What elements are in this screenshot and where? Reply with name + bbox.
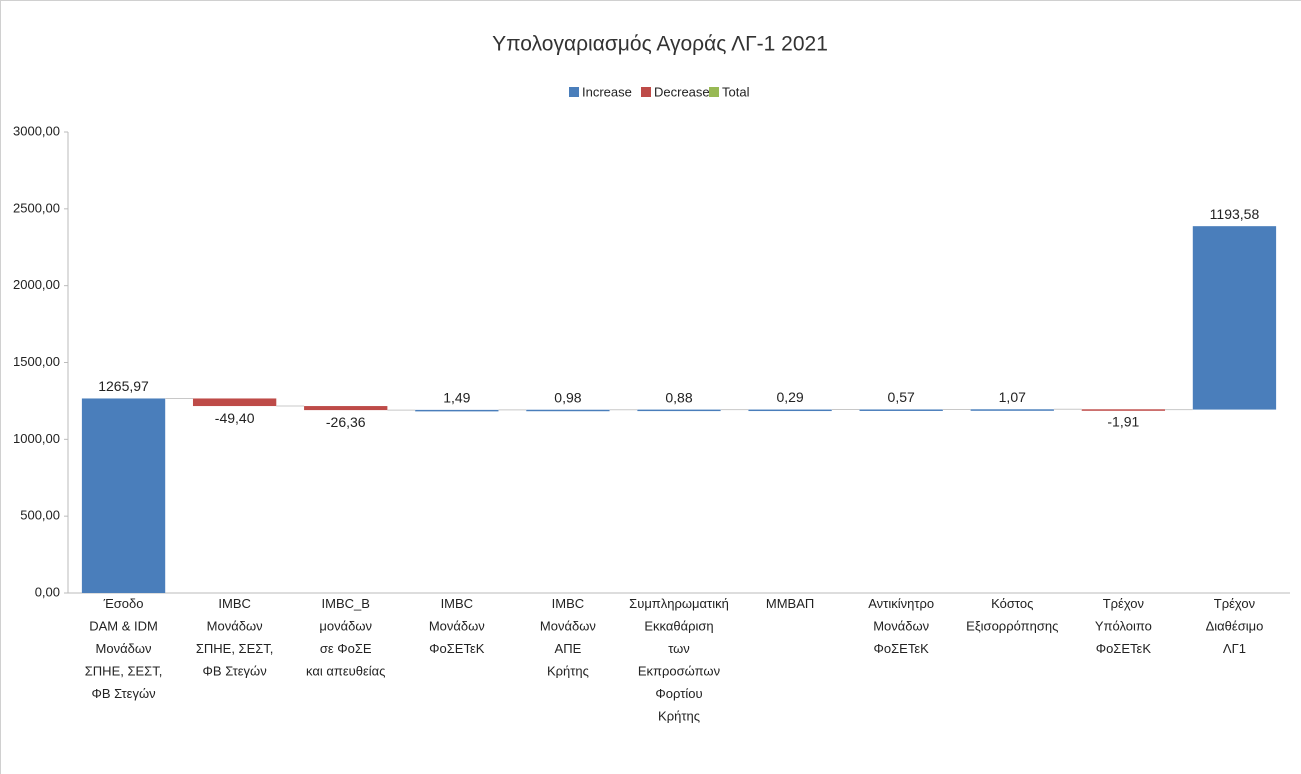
y-tick-label: 2000,00	[13, 277, 60, 292]
y-tick-label: 1000,00	[13, 431, 60, 446]
y-tick-label: 1500,00	[13, 354, 60, 369]
data-label: 1265,97	[98, 378, 149, 394]
y-tick-label: 3000,00	[13, 123, 60, 138]
x-tick-label: Τρέχον Διαθέσιμο ΛΓ1	[1206, 596, 1264, 656]
bar	[192, 398, 277, 407]
x-tick-label: ΜΜΒΑΠ	[766, 596, 814, 611]
data-label: 0,29	[776, 389, 803, 405]
bar	[859, 409, 943, 411]
legend-label: Decrease	[654, 84, 710, 99]
bar	[637, 409, 721, 412]
bar	[1192, 226, 1277, 410]
data-label: 1,49	[443, 390, 470, 406]
legend-label: Increase	[582, 84, 632, 99]
bar	[748, 409, 832, 412]
data-label: -1,91	[1107, 413, 1139, 429]
bar	[1081, 409, 1166, 411]
data-label: -49,40	[215, 410, 255, 426]
y-tick-label: 0,00	[35, 584, 60, 599]
data-label: 1,07	[999, 389, 1026, 405]
x-tick-label: IMBC Μονάδων ΑΠΕ Κρήτης	[540, 596, 596, 679]
data-label: 1193,58	[1210, 206, 1260, 222]
bar	[526, 409, 610, 412]
legend-swatch	[709, 87, 719, 97]
x-tick-label: Συμπληρωματική Εκκαθάριση των Εκπροσώπων Φορ…	[629, 596, 729, 724]
bar	[970, 409, 1054, 411]
data-label: -26,36	[326, 414, 366, 430]
x-tick-label: Αντικίνητρο Μονάδων ΦοΣΕΤεΚ	[868, 596, 934, 656]
bar	[415, 409, 499, 412]
legend-swatch	[641, 87, 651, 97]
bar	[304, 406, 388, 411]
y-tick-label: 500,00	[20, 508, 60, 523]
y-tick-label: 2500,00	[13, 200, 60, 215]
x-tick-label: IMBC Μονάδων ΦοΣΕΤεΚ	[429, 596, 485, 656]
legend-swatch	[569, 87, 579, 97]
x-tick-label: IMBC_B μονάδων σε ΦοΣΕ και απευθείας	[306, 596, 385, 679]
legend-label: Total	[722, 84, 750, 99]
x-tick-label: Κόστος Εξισορρόπησης	[966, 596, 1058, 634]
chart-title: Υπολογαριασμός Αγοράς ΛΓ-1 2021	[492, 33, 828, 56]
data-label: 0,57	[888, 389, 915, 405]
x-tick-label: IMBC Μονάδων ΣΠΗΕ, ΣΕΣΤ, ΦΒ Στεγών	[196, 596, 274, 679]
data-label: 0,98	[554, 389, 581, 405]
data-label: 0,88	[665, 389, 692, 405]
x-tick-label: Έσοδο DAM & IDM Μονάδων ΣΠΗΕ, ΣΕΣΤ, ΦΒ Στεγώ…	[85, 596, 163, 701]
x-tick-label: Τρέχον Υπόλοιπο ΦοΣΕΤεΚ	[1095, 596, 1152, 656]
bar	[81, 398, 166, 593]
